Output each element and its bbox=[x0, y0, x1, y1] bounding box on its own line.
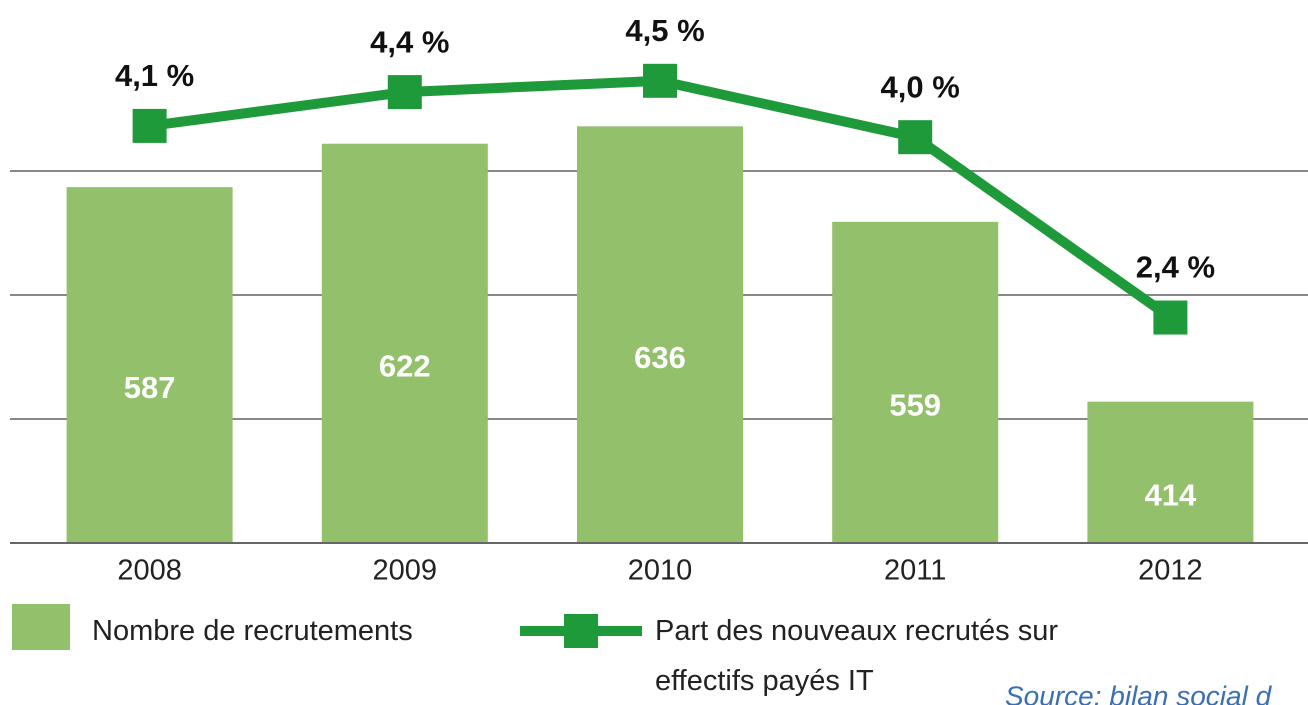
bar-value-label: 636 bbox=[634, 340, 686, 375]
bar bbox=[66, 187, 233, 543]
x-tick-label: 2008 bbox=[117, 555, 182, 587]
line-value-label: 4,1 % bbox=[115, 58, 194, 93]
x-tick-label: 2009 bbox=[373, 555, 438, 587]
legend-swatch-marker bbox=[564, 614, 598, 648]
bar bbox=[321, 143, 488, 543]
line-value-label: 4,4 % bbox=[370, 24, 449, 59]
bar-value-label: 622 bbox=[379, 349, 431, 384]
bar-value-label: 559 bbox=[889, 388, 941, 423]
legend-label: Part des nouveaux recrutés sur effectifs… bbox=[655, 615, 1058, 697]
line-marker bbox=[898, 120, 933, 155]
line-value-label: 4,5 % bbox=[625, 13, 704, 48]
bar-value-label: 587 bbox=[124, 370, 176, 405]
line-value-label: 4,0 % bbox=[881, 69, 960, 104]
bar bbox=[1087, 401, 1254, 543]
bar-value-label: 414 bbox=[1145, 478, 1197, 513]
bar bbox=[577, 126, 743, 544]
bar bbox=[832, 221, 999, 543]
legend-swatch-bar bbox=[12, 604, 70, 650]
line-marker bbox=[1153, 300, 1188, 335]
line-marker bbox=[387, 75, 422, 110]
line-marker bbox=[132, 108, 167, 143]
x-tick-label: 2010 bbox=[628, 555, 693, 587]
source: Source: bilan social d bbox=[1005, 680, 1273, 705]
line-value-label: 2,4 % bbox=[1136, 250, 1215, 285]
x-tick-label: 2012 bbox=[1138, 555, 1203, 587]
legend-label: Nombre de recrutements bbox=[92, 615, 413, 647]
line-marker bbox=[643, 63, 677, 98]
x-tick-label: 2011 bbox=[884, 555, 946, 587]
